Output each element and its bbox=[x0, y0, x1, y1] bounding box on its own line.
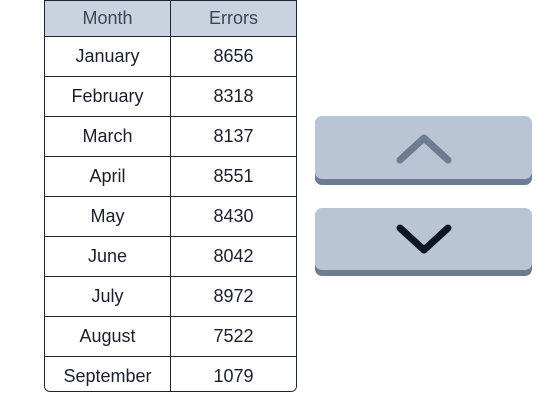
table-row: January 8656 bbox=[45, 36, 296, 77]
errors-cell: 8972 bbox=[170, 276, 296, 317]
table-row: June 8042 bbox=[45, 236, 296, 277]
table-row: August 7522 bbox=[45, 316, 296, 357]
month-cell: May bbox=[45, 196, 171, 237]
month-cell: April bbox=[45, 156, 171, 197]
table-row: March 8137 bbox=[45, 116, 296, 157]
month-cell: September bbox=[45, 356, 171, 391]
errors-cell: 8656 bbox=[170, 36, 296, 77]
table-row: September 1079 bbox=[45, 356, 296, 391]
errors-cell: 7522 bbox=[170, 316, 296, 357]
month-cell: June bbox=[45, 236, 171, 277]
scroll-up-button[interactable] bbox=[315, 116, 532, 179]
scroll-down-button[interactable] bbox=[315, 208, 532, 270]
month-cell: July bbox=[45, 276, 171, 317]
column-header-month: Month bbox=[45, 0, 171, 37]
month-cell: January bbox=[45, 36, 171, 77]
errors-cell: 8137 bbox=[170, 116, 296, 157]
chevron-up-icon bbox=[396, 134, 451, 163]
errors-cell: 8318 bbox=[170, 76, 296, 117]
table-row: February 8318 bbox=[45, 76, 296, 117]
table-header-row: Month Errors bbox=[45, 0, 296, 37]
month-cell: February bbox=[45, 76, 171, 117]
table-row: May 8430 bbox=[45, 196, 296, 237]
errors-table-grid: Month Errors January 8656 February 8318 … bbox=[45, 0, 296, 391]
table-row: July 8972 bbox=[45, 276, 296, 317]
errors-cell: 8551 bbox=[170, 156, 296, 197]
errors-cell: 1079 bbox=[170, 356, 296, 391]
errors-cell: 8042 bbox=[170, 236, 296, 277]
table-row: April 8551 bbox=[45, 156, 296, 197]
chevron-down-icon bbox=[396, 224, 451, 254]
column-header-errors: Errors bbox=[170, 0, 296, 37]
errors-table: Month Errors January 8656 February 8318 … bbox=[44, 0, 297, 392]
month-cell: March bbox=[45, 116, 171, 157]
errors-cell: 8430 bbox=[170, 196, 296, 237]
month-cell: August bbox=[45, 316, 171, 357]
